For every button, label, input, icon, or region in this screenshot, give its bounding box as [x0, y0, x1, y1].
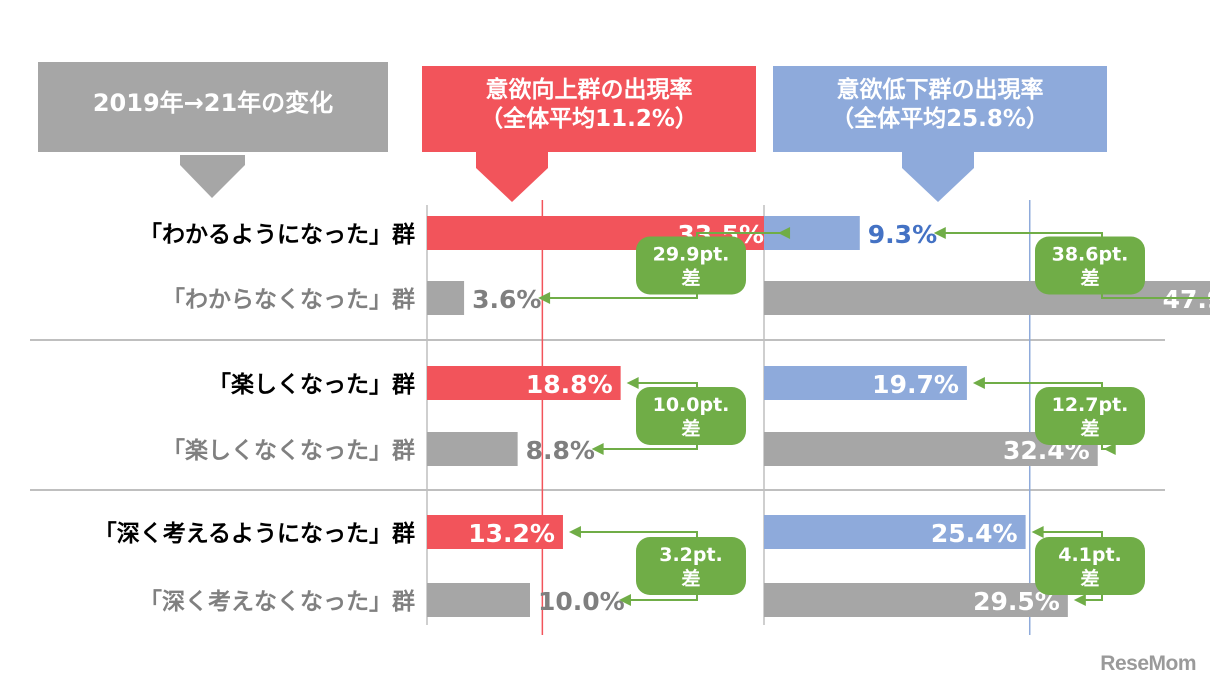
header-arrow: [180, 155, 245, 198]
resemom-logo: ReseMom: [1100, 652, 1196, 675]
row-label: 「深く考えなくなった」群: [139, 588, 415, 615]
up-rate-header: 意欲向上群の出現率 （全体平均11.2%）: [422, 66, 756, 152]
down-header-arrow: [902, 152, 974, 202]
diff-arrowhead: [591, 443, 604, 455]
diff-arrowhead: [538, 292, 551, 304]
diff-arrowhead: [568, 526, 581, 538]
change-header: 2019年→21年の変化: [38, 62, 388, 152]
diff-arrowhead: [1103, 443, 1116, 455]
up-bar: [427, 281, 465, 315]
up-rate-header-line1: 意欲向上群の出現率: [485, 77, 693, 103]
diff-badge-value: 10.0pt.: [653, 394, 730, 416]
diff-badge: [1035, 387, 1145, 445]
diff-badge-value: 12.7pt.: [1052, 394, 1129, 416]
diff-badge-value: 38.6pt.: [1052, 244, 1129, 266]
up-value-label: 13.2%: [468, 519, 555, 548]
diff-badge-value: 4.1pt.: [1058, 544, 1122, 566]
row-label: 「わかるようになった」群: [139, 221, 415, 248]
diff-arrowhead: [1073, 594, 1086, 606]
diff-badge-unit: 差: [1080, 567, 1099, 590]
change-header-text: 2019年→21年の変化: [92, 89, 334, 117]
down-bar: [764, 366, 967, 400]
up-value-label: 18.8%: [526, 370, 613, 399]
up-bar: [427, 432, 518, 466]
diff-badge: [1035, 236, 1145, 295]
up-rate-header-line2: （全体平均11.2%）: [480, 105, 698, 132]
down-rate-header-line2: （全体平均25.8%）: [831, 105, 1049, 132]
row-label: 「わからなくなった」群: [162, 286, 415, 313]
diff-arrowhead: [1031, 526, 1044, 538]
down-value-label: 19.7%: [872, 370, 959, 399]
up-value-label: 3.6%: [472, 285, 541, 314]
down-bar: [764, 515, 1026, 549]
diff-arrowhead: [933, 227, 946, 239]
diff-badge-unit: 差: [1080, 417, 1099, 440]
diff-badge: [636, 236, 746, 295]
up-value-label: 10.0%: [538, 587, 625, 616]
diff-badge: [636, 387, 746, 445]
down-value-label: 25.4%: [931, 519, 1018, 548]
diff-arrowhead: [619, 594, 631, 606]
up-value-label: 8.8%: [526, 436, 595, 465]
down-bar: [764, 583, 1068, 617]
diff-arrowhead: [778, 227, 791, 239]
up-bar: [427, 583, 530, 617]
down-rate-header-line1: 意欲低下群の出現率: [836, 77, 1044, 103]
diff-badge-value: 29.9pt.: [653, 244, 730, 266]
row-label: 「楽しくなった」群: [208, 371, 415, 398]
diff-badge-value: 3.2pt.: [659, 544, 723, 566]
diff-badge-unit: 差: [681, 267, 700, 290]
row-label: 「楽しくなくなった」群: [162, 437, 415, 464]
down-rate-header: 意欲低下群の出現率 （全体平均25.8%）: [773, 66, 1107, 152]
diff-badge: [636, 537, 746, 595]
down-value-label: 47.9%: [1163, 285, 1210, 314]
diff-arrowhead: [972, 377, 985, 389]
up-header-arrow: [476, 152, 548, 202]
diff-badge-unit: 差: [681, 567, 700, 590]
up-bar: [427, 515, 563, 549]
up-bar: [427, 366, 621, 400]
diff-arrowhead: [626, 377, 639, 389]
diff-badge-unit: 差: [681, 417, 700, 440]
diff-badge: [1035, 537, 1145, 595]
row-label: 「深く考えるようになった」群: [94, 520, 415, 547]
diff-badge-unit: 差: [1080, 267, 1099, 290]
down-value-label: 9.3%: [868, 220, 937, 249]
